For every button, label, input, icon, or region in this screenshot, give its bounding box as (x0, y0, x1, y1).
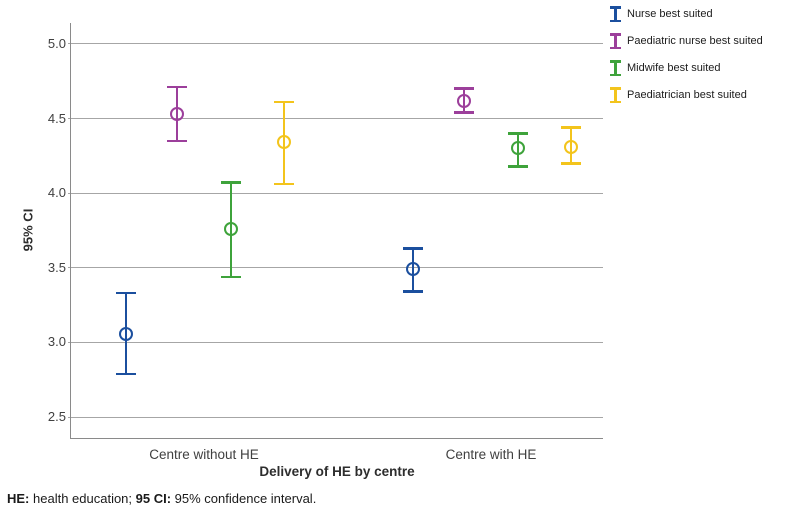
y-tick-label-3.5: 3.5 (47, 259, 66, 275)
gridline-4.0 (68, 192, 603, 194)
errorbar-icon-midwife (610, 60, 621, 76)
point-paediatric-nurse-best-suited-centre-with-he-marker (457, 93, 471, 108)
footnote: HE: health education; 95 CI: 95% confide… (7, 491, 316, 506)
y-tick-label-5.0: 5.0 (47, 35, 66, 51)
point-nurse-best-suited-centre-without-he-cap-upper (116, 291, 136, 295)
errorbar-icon-paediatrician (610, 87, 621, 103)
x-tick-label-centre-without-he: Centre without HE (149, 447, 259, 462)
point-midwife-best-suited-centre-with-he-cap-lower (508, 165, 528, 168)
gridline-3.5 (68, 267, 603, 269)
legend-item-midwife: Midwife best suited (610, 60, 763, 76)
point-paediatric-nurse-best-suited-centre-without-he-cap-lower (167, 139, 187, 143)
point-paediatric-nurse-best-suited-centre-with-he-cap-upper (454, 87, 474, 90)
point-midwife-best-suited-centre-with-he-marker (511, 141, 525, 156)
legend-label-paediatrician: Paediatrician best suited (627, 89, 747, 101)
point-paediatrician-best-suited-centre-with-he-marker (564, 139, 578, 154)
y-axis-line (70, 23, 71, 439)
legend-label-midwife: Midwife best suited (627, 62, 721, 74)
point-midwife-best-suited-centre-without-he-marker (224, 222, 238, 236)
point-paediatrician-best-suited-centre-without-he-cap-upper (274, 100, 294, 104)
point-midwife-best-suited-centre-without-he-cap-lower (221, 275, 241, 279)
legend-item-nurse: Nurse best suited (610, 6, 763, 22)
y-tick-label-4.5: 4.5 (47, 110, 66, 126)
point-paediatrician-best-suited-centre-without-he-marker (277, 135, 291, 150)
legend-item-paediatrician: Paediatrician best suited (610, 87, 763, 103)
x-axis-title: Delivery of HE by centre (259, 464, 415, 479)
y-tick-label-2.5: 2.5 (47, 409, 66, 425)
footnote-abbrev-95ci: 95 CI: (135, 491, 172, 506)
plot-area (68, 23, 603, 438)
gridline-5.0 (68, 43, 603, 45)
point-paediatric-nurse-best-suited-centre-without-he-marker (170, 107, 184, 122)
errorbar-icon-nurse (610, 6, 621, 22)
point-nurse-best-suited-centre-without-he-marker (119, 326, 133, 341)
point-paediatrician-best-suited-centre-with-he-cap-upper (561, 126, 581, 129)
point-paediatric-nurse-best-suited-centre-with-he-cap-lower (454, 111, 474, 114)
point-paediatrician-best-suited-centre-without-he-cap-lower (274, 182, 294, 186)
point-midwife-best-suited-centre-without-he-cap-upper (221, 181, 241, 184)
legend-item-paediatric-nurse: Paediatric nurse best suited (610, 33, 763, 49)
legend-label-nurse: Nurse best suited (627, 8, 713, 20)
footnote-text-1: health education; (29, 491, 136, 506)
errorbar-icon-paediatric-nurse (610, 33, 621, 49)
point-nurse-best-suited-centre-with-he-cap-lower (403, 290, 423, 293)
footnote-text-2: 95% confidence interval. (171, 491, 317, 506)
point-paediatrician-best-suited-centre-with-he-cap-lower (561, 162, 581, 165)
gridline-3.0 (68, 341, 603, 343)
point-paediatric-nurse-best-suited-centre-without-he-cap-upper (167, 85, 187, 89)
y-tick-label-3.0: 3.0 (47, 334, 66, 350)
point-nurse-best-suited-centre-with-he-marker (406, 262, 420, 277)
x-tick-label-centre-with-he: Centre with HE (445, 447, 537, 462)
x-axis-line (71, 438, 603, 439)
footnote-abbrev-he: HE: (7, 491, 30, 506)
point-nurse-best-suited-centre-without-he-cap-lower (116, 372, 136, 376)
gridline-2.5 (68, 416, 603, 418)
gridline-4.5 (68, 118, 603, 120)
point-midwife-best-suited-centre-with-he-cap-upper (508, 132, 528, 135)
legend: Nurse best suited Paediatric nurse best … (610, 6, 763, 114)
point-nurse-best-suited-centre-with-he-cap-upper (403, 247, 423, 250)
y-tick-label-4.0: 4.0 (47, 185, 66, 201)
legend-label-paediatric-nurse: Paediatric nurse best suited (627, 35, 763, 47)
y-axis-title: 95% CI (20, 208, 36, 252)
